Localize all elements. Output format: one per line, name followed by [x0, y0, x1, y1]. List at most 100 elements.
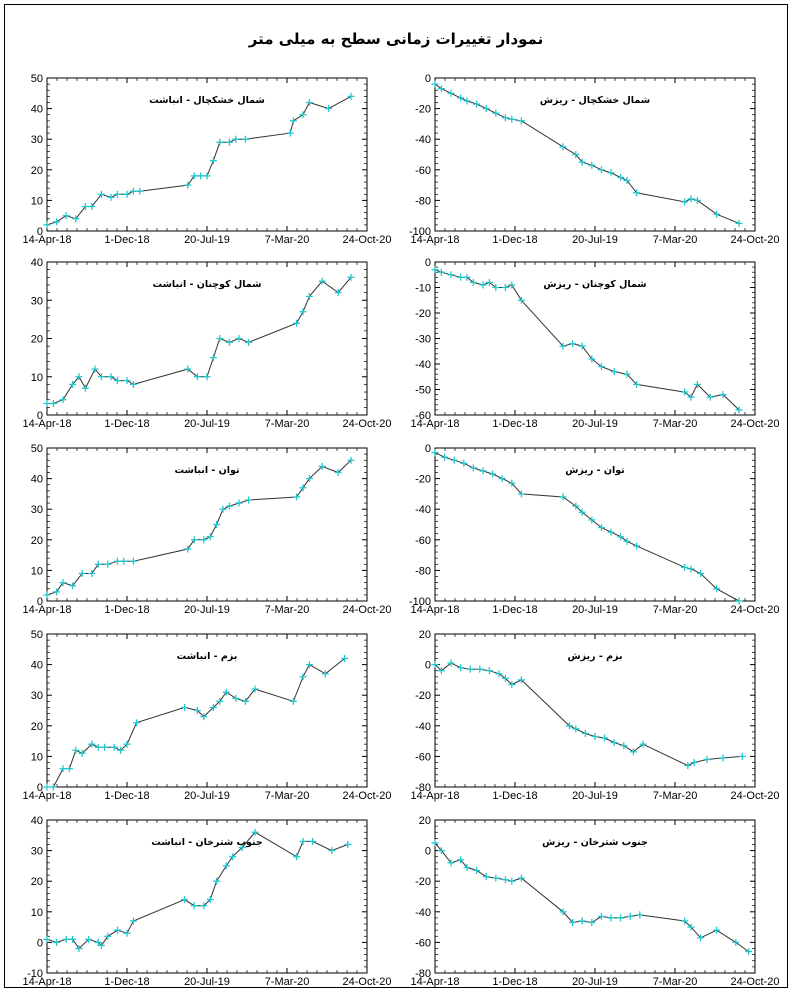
series-line — [46, 831, 348, 950]
data-point — [693, 380, 701, 388]
panel-title: توان - انباشت — [174, 465, 239, 476]
y-tick-label: 30 — [31, 295, 43, 307]
data-point — [623, 177, 631, 185]
data-point — [633, 189, 641, 197]
data-point — [97, 190, 105, 198]
data-point — [286, 129, 294, 137]
y-tick-label: 20 — [419, 629, 431, 641]
data-point — [69, 935, 77, 943]
data-point — [321, 670, 329, 678]
data-point — [578, 158, 586, 166]
y-tick-label: -40 — [415, 359, 431, 371]
data-point — [447, 659, 455, 667]
data-point — [508, 281, 516, 289]
x-tick-label: 7-Mar-20 — [653, 976, 698, 988]
data-point — [735, 597, 743, 605]
y-tick-label: 40 — [31, 660, 43, 672]
y-tick-label: 0 — [37, 596, 43, 608]
data-point — [197, 172, 205, 180]
x-tick-label: 24-Oct-20 — [343, 976, 392, 988]
data-point — [588, 919, 596, 927]
data-point — [687, 195, 695, 203]
x-tick-label: 14-Apr-18 — [23, 790, 72, 802]
x-tick-label: 14-Apr-18 — [411, 418, 460, 430]
data-point — [623, 370, 631, 378]
data-point — [62, 212, 70, 220]
data-point — [72, 215, 80, 223]
data-point — [213, 877, 221, 885]
y-tick-label: 40 — [31, 815, 43, 827]
x-tick-label: 24-Oct-20 — [343, 418, 392, 430]
data-point — [318, 277, 326, 285]
x-tick-label: 20-Jul-19 — [184, 604, 230, 616]
data-point — [190, 536, 198, 544]
x-tick-label: 24-Oct-20 — [731, 976, 780, 988]
data-point — [305, 475, 313, 483]
y-tick-label: 40 — [31, 257, 43, 269]
data-point — [597, 166, 605, 174]
panel-title: شمال خشکچال - انباشت — [149, 95, 265, 106]
data-point — [447, 859, 455, 867]
data-point — [623, 537, 631, 545]
x-tick-label: 20-Jul-19 — [184, 790, 230, 802]
y-tick-label: 30 — [31, 846, 43, 858]
data-point — [588, 161, 596, 169]
data-point — [97, 373, 105, 381]
x-tick-label: 14-Apr-18 — [23, 418, 72, 430]
y-tick-label: 0 — [425, 846, 431, 858]
data-point — [479, 467, 487, 475]
data-point — [117, 746, 125, 754]
data-point — [508, 115, 516, 123]
y-tick-label: 20 — [31, 535, 43, 547]
data-point — [53, 938, 61, 946]
x-tick-label: 24-Oct-20 — [731, 604, 780, 616]
data-point — [113, 190, 121, 198]
data-point — [318, 462, 326, 470]
y-tick-label: -80 — [415, 968, 431, 980]
data-point — [431, 839, 439, 847]
data-point — [610, 739, 618, 747]
figure-frame — [4, 4, 788, 988]
data-point — [94, 743, 102, 751]
data-point — [610, 368, 618, 376]
data-point — [517, 117, 525, 125]
data-point — [719, 391, 727, 399]
y-tick-label: 20 — [31, 165, 43, 177]
x-tick-label: 1-Dec-18 — [104, 234, 149, 246]
data-point — [489, 470, 497, 478]
data-point — [245, 496, 253, 504]
chart-panel-3: 0 10 20 30 40 14-Apr-18 1-Dec-18 20-Jul-19 7-Mar… — [23, 257, 392, 430]
y-tick-label: 10 — [31, 372, 43, 384]
y-tick-label: -20 — [415, 308, 431, 320]
y-tick-label: 20 — [31, 721, 43, 733]
data-point — [328, 847, 336, 855]
x-tick-label: 7-Mar-20 — [265, 418, 310, 430]
data-point — [517, 676, 525, 684]
data-point — [341, 654, 349, 662]
data-point — [466, 665, 474, 673]
data-point — [572, 502, 580, 510]
data-point — [104, 560, 112, 568]
data-point — [495, 670, 503, 678]
data-point — [565, 722, 573, 730]
data-point — [559, 908, 567, 916]
data-point — [485, 278, 493, 286]
data-point — [123, 190, 131, 198]
x-tick-label: 24-Oct-20 — [731, 418, 780, 430]
data-point — [431, 449, 439, 457]
x-tick-label: 20-Jul-19 — [572, 418, 618, 430]
data-point — [216, 697, 224, 705]
x-tick-label: 1-Dec-18 — [104, 604, 149, 616]
data-point — [235, 335, 243, 342]
data-point — [245, 338, 253, 346]
data-point — [216, 138, 224, 146]
data-point — [601, 734, 609, 742]
data-point — [633, 542, 641, 550]
data-point — [334, 289, 342, 297]
data-point — [113, 377, 121, 385]
y-tick-label: -40 — [415, 721, 431, 733]
panel-title: جنوب شترخان - ریزش — [542, 837, 648, 848]
data-point — [65, 765, 73, 773]
data-point — [479, 281, 487, 289]
data-point — [559, 342, 567, 350]
